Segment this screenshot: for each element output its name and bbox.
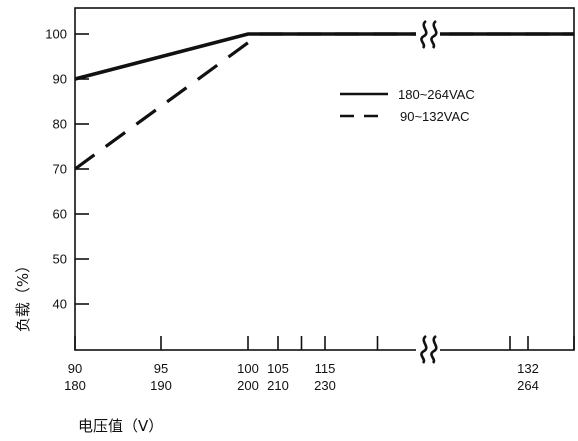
y-tick-label: 80 bbox=[53, 117, 67, 132]
y-tick-label: 90 bbox=[53, 72, 67, 87]
x-tick-label-low: 90 bbox=[68, 361, 82, 376]
x-tick-label-low: 132 bbox=[517, 361, 539, 376]
legend-label: 180~264VAC bbox=[398, 87, 475, 102]
x-tick-label-high: 190 bbox=[150, 378, 172, 393]
axis-break-icon bbox=[416, 334, 440, 364]
y-axis-title: 负载（%） bbox=[14, 258, 32, 332]
x-tick-label-high: 180 bbox=[64, 378, 86, 393]
x-axis-title: 电压值（V） bbox=[78, 417, 163, 435]
x-tick-label-high: 210 bbox=[267, 378, 289, 393]
y-tick-label: 70 bbox=[53, 162, 67, 177]
y-tick-label: 50 bbox=[53, 252, 67, 267]
series-90-132vac-line bbox=[74, 32, 574, 171]
y-tick-label: 40 bbox=[53, 297, 67, 312]
x-tick-label-high: 230 bbox=[314, 378, 336, 393]
x-tick-label-low: 115 bbox=[315, 361, 336, 376]
x-tick-label-low: 100 bbox=[237, 361, 259, 376]
axis-break-icon bbox=[416, 19, 440, 49]
x-tick-label-low: 95 bbox=[154, 361, 168, 376]
series-180-264vac-line bbox=[74, 32, 574, 81]
x-tick-label-high: 200 bbox=[237, 378, 259, 393]
x-tick-label-high: 264 bbox=[517, 378, 539, 393]
y-tick-label: 100 bbox=[45, 27, 67, 42]
y-tick-label: 60 bbox=[53, 207, 67, 222]
x-tick-label-low: 105 bbox=[267, 361, 289, 376]
legend-label: 90~132VAC bbox=[400, 109, 470, 124]
